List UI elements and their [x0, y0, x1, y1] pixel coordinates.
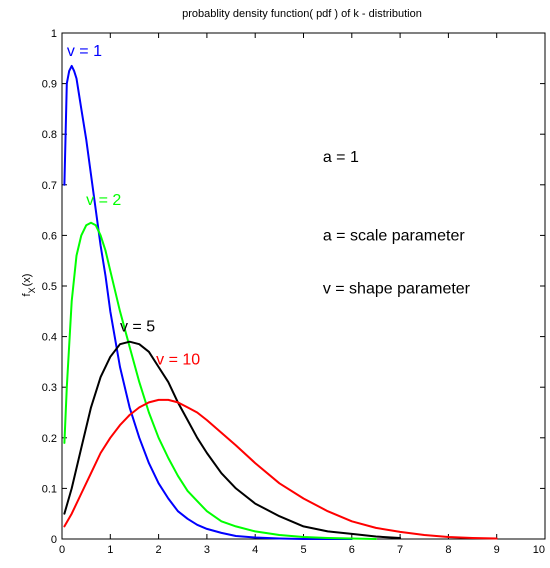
x-tick-label: 1: [107, 544, 113, 556]
annotations: a = 1 a = scale parameter v = shape parame…: [323, 149, 471, 298]
x-tick-label: 7: [397, 544, 403, 556]
series-labels: v = 1 v = 2 v = 5v = 10: [67, 43, 200, 369]
y-tick-label: 0.5: [42, 281, 57, 293]
x-tick-label: 0: [59, 544, 65, 556]
chart-title: probablity density function( pdf ) of k …: [182, 8, 422, 20]
x-tick-label: 4: [252, 544, 258, 556]
series-lines: [63, 64, 498, 540]
y-tick-label: 0.1: [42, 483, 57, 495]
y-tick-label: 0.3: [42, 382, 57, 394]
y-axis-label: fX(x): [21, 274, 37, 297]
x-tick-label: 6: [349, 544, 355, 556]
series-line-2: [63, 340, 402, 539]
y-axis-label-sub: X: [27, 287, 37, 293]
series-label-0: v = 1: [67, 43, 102, 60]
series-line-3: [63, 398, 498, 540]
y-tick-label: 0.2: [42, 433, 57, 445]
x-tick-label: 10: [533, 544, 545, 556]
series-label-2: v = 5: [120, 319, 155, 336]
y-axis-ticks: 0 0.1 0.2 0.3 0.4 0.5 0.6 0.7 0.8 0.9 1: [42, 28, 545, 546]
y-tick-label: 0: [51, 534, 57, 546]
x-tick-label: 9: [494, 544, 500, 556]
y-tick-label: 0.4: [42, 332, 57, 344]
x-tick-label: 8: [445, 544, 451, 556]
x-tick-label: 2: [156, 544, 162, 556]
annotation-2: v = shape parameter: [323, 281, 471, 298]
plot-frame: [61, 32, 546, 540]
annotation-0: a = 1: [323, 149, 359, 166]
y-axis-label-main: f: [21, 292, 33, 296]
x-axis-ticks: 0 1 2 3 4 5 6 7 8 9 10: [59, 33, 546, 556]
y-axis-label-arg: (x): [21, 274, 33, 287]
y-tick-label: 0.9: [42, 79, 57, 91]
x-tick-label: 5: [300, 544, 306, 556]
series-line-0: [63, 64, 353, 540]
y-tick-label: 1: [51, 28, 57, 40]
y-tick-label: 0.8: [42, 129, 57, 141]
series-label-1: v = 2: [86, 192, 121, 209]
series-label-3: v = 10: [156, 351, 200, 368]
series-line-1: [63, 221, 377, 540]
annotation-1: a = scale parameter: [323, 227, 466, 244]
y-tick-label: 0.6: [42, 230, 57, 242]
x-tick-label: 3: [204, 544, 210, 556]
y-tick-label: 0.7: [42, 180, 57, 192]
